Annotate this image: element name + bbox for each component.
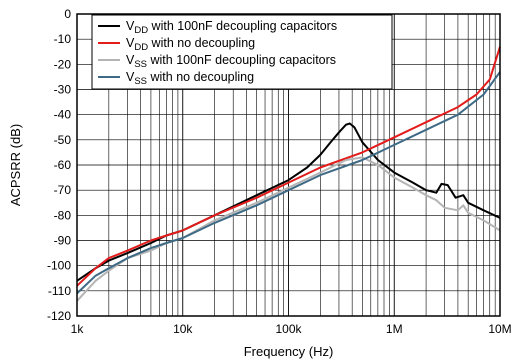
x-tick-label: 10k xyxy=(173,322,193,336)
y-tick-label: -20 xyxy=(54,57,72,71)
series-line-4 xyxy=(76,71,501,295)
y-axis-label: ACPSRR (dB) xyxy=(8,124,23,206)
y-tick-label: -90 xyxy=(54,234,72,248)
y-tick-label: -40 xyxy=(54,108,72,122)
legend-box xyxy=(91,14,393,90)
legend-entry: VSS with 100nF decoupling capacitors xyxy=(126,53,336,70)
y-tick-label: -60 xyxy=(54,158,72,172)
x-tick-label: 1M xyxy=(386,322,403,336)
legend-entry: VSS with no decoupling xyxy=(126,70,254,87)
y-tick-label: -50 xyxy=(54,133,72,147)
x-tick-label: 10M xyxy=(488,322,511,336)
y-tick-label: -110 xyxy=(48,284,71,298)
x-tick-label: 100k xyxy=(275,322,302,336)
y-tick-label: 0 xyxy=(64,7,71,21)
series-line-3 xyxy=(76,156,501,302)
tick-labels: 0 -10 -20 -30 -40 -50 -60 -70 -80 -90 -100 -110 -120… xyxy=(47,7,512,336)
series-line-2 xyxy=(76,46,501,287)
x-tick-label: 1k xyxy=(71,322,85,336)
y-tick-label: -80 xyxy=(54,208,72,222)
x-axis-label: Frequency (Hz) xyxy=(244,344,334,359)
plot-frame xyxy=(76,13,501,317)
legend-entry: VDD with 100nF decoupling capacitors xyxy=(126,19,337,36)
series-lines xyxy=(76,46,501,302)
legend: VDD with 100nF decoupling capacitorsVDD … xyxy=(91,14,393,90)
legend-entry: VDD with no decoupling xyxy=(126,36,255,53)
y-tick-label: -30 xyxy=(54,83,72,97)
y-tick-label: -70 xyxy=(54,183,72,197)
y-tick-label: -120 xyxy=(47,309,71,323)
y-tick-label: -100 xyxy=(47,259,71,273)
y-tick-label: -10 xyxy=(54,32,72,46)
